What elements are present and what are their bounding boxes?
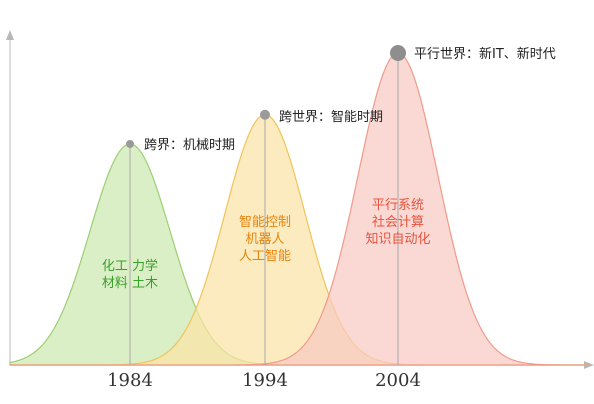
x-axis-arrow (584, 361, 594, 369)
content-2004: 平行系统 社会计算 知识自动化 (365, 198, 430, 247)
year-label-1994: 1994 (242, 370, 288, 391)
peak-marker-2004 (390, 45, 406, 61)
content-1994: 智能控制 机器人 人工智能 (239, 215, 291, 264)
content-line: 社会计算 (372, 214, 424, 230)
content-line: 化工 力学 (102, 258, 158, 274)
peak-label-1994: 跨世界：智能时期 (279, 110, 383, 125)
content-1984: 化工 力学 材料 土木 (102, 258, 158, 291)
bell-curve-2004 (10, 52, 588, 366)
content-line: 平行系统 (372, 198, 424, 213)
y-axis-arrow (6, 30, 14, 40)
peak-marker-1984 (126, 140, 134, 148)
content-line: 机器人 (245, 232, 284, 247)
peak-label-2004: 平行世界：新IT、新时代 (414, 46, 556, 62)
content-line: 材料 土木 (102, 276, 158, 291)
year-label-2004: 2004 (375, 370, 421, 391)
content-line: 人工智能 (239, 249, 291, 264)
year-label-1984: 1984 (107, 370, 153, 391)
content-line: 智能控制 (239, 215, 291, 230)
content-line: 知识自动化 (365, 231, 430, 247)
peak-marker-1994 (260, 109, 270, 120)
peak-label-1984: 跨界：机械时期 (144, 138, 235, 153)
